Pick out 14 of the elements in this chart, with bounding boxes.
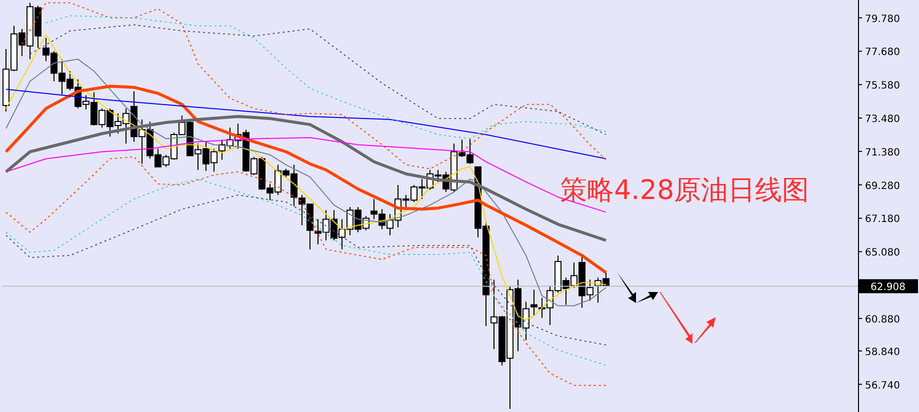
y-tick-label: 75.580 <box>865 80 900 92</box>
candlestick <box>530 289 538 316</box>
y-tick-label: 71.380 <box>865 147 900 158</box>
y-tick-label: 69.280 <box>865 180 900 192</box>
ref-line-label: 62.908 <box>870 282 906 294</box>
y-tick-label: 65.080 <box>865 248 900 259</box>
y-tick-label: 58.840 <box>865 346 900 358</box>
y-tick-label: 79.780 <box>865 14 900 25</box>
y-tick-label: 77.680 <box>865 47 900 58</box>
y-tick-label: 67.180 <box>865 214 900 226</box>
y-tick-label: 56.740 <box>865 380 900 392</box>
y-tick-label: 60.880 <box>865 314 900 326</box>
y-tick-label: 73.480 <box>865 114 900 126</box>
text: 策略4.28原油日线图 <box>560 174 810 208</box>
